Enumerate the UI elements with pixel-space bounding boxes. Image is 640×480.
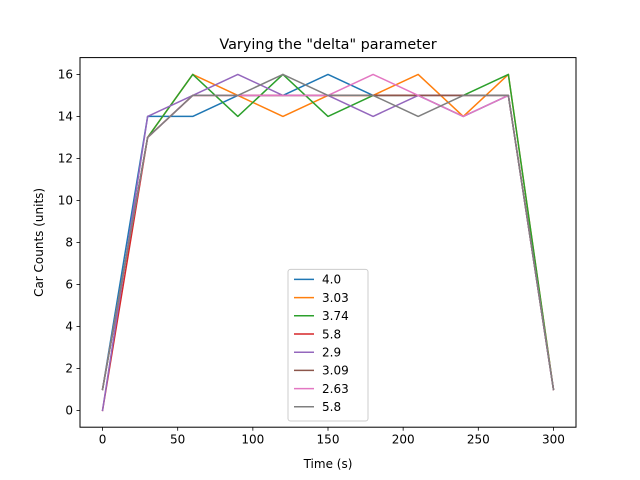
legend-label: 3.74 <box>322 309 349 323</box>
legend-label: 2.63 <box>322 382 349 396</box>
y-axis-label: Car Counts (units) <box>32 188 46 297</box>
y-tick-label: 14 <box>58 110 73 124</box>
legend-label: 4.0 <box>322 273 341 287</box>
series-line-3 <box>101 73 555 391</box>
plot-area <box>101 73 555 412</box>
y-tick-label: 10 <box>58 194 73 208</box>
legend-label: 5.8 <box>322 327 341 341</box>
series-line-8 <box>101 73 555 391</box>
y-tick-label: 8 <box>65 236 73 250</box>
y-tick-label: 4 <box>65 320 73 334</box>
y-tick-label: 16 <box>58 68 73 82</box>
y-tick-label: 12 <box>58 152 73 166</box>
y-tick-label: 2 <box>65 362 73 376</box>
legend-label: 5.8 <box>322 400 341 414</box>
y-tick-label: 0 <box>65 404 73 418</box>
x-tick-label: 50 <box>170 433 185 447</box>
x-axis-label: Time (s) <box>303 457 353 471</box>
legend-box <box>287 268 369 422</box>
x-axis: 0 50 100 150 200 250 300 <box>99 427 565 447</box>
legend-label: 3.03 <box>322 291 349 305</box>
x-tick-label: 0 <box>99 433 107 447</box>
x-tick-label: 200 <box>392 433 415 447</box>
legend-label: 3.09 <box>322 364 349 378</box>
y-tick-label: 6 <box>65 278 73 292</box>
x-tick-label: 300 <box>542 433 565 447</box>
x-tick-label: 150 <box>317 433 340 447</box>
legend-label: 2.9 <box>322 346 341 360</box>
y-axis: 0 2 4 6 8 10 12 14 16 <box>58 68 80 418</box>
x-tick-label: 250 <box>467 433 490 447</box>
legend: 4.0 3.03 3.74 5.8 2.9 3.09 2.63 5.8 <box>287 268 369 422</box>
chart-title: Varying the "delta" parameter <box>219 37 436 53</box>
x-tick-label: 100 <box>241 433 264 447</box>
